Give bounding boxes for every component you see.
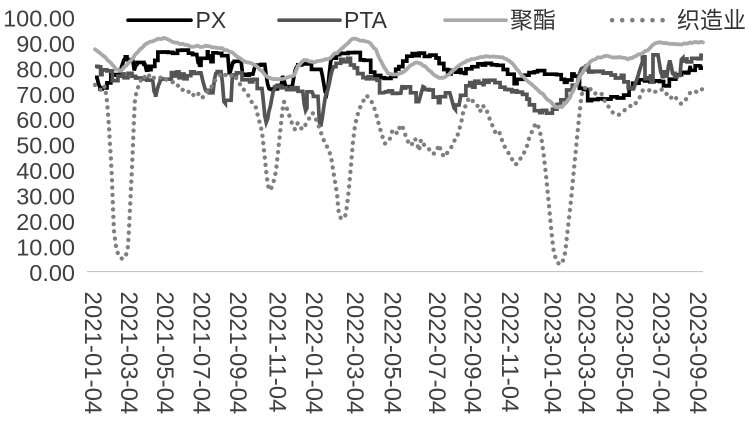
svg-text:2021-05-04: 2021-05-04 [151, 292, 178, 415]
svg-text:2021-11-04: 2021-11-04 [264, 292, 291, 413]
svg-text:2023-05-04: 2023-05-04 [611, 292, 638, 415]
svg-text:2023-01-04: 2023-01-04 [539, 292, 566, 415]
svg-text:PTA: PTA [344, 7, 388, 33]
svg-text:2021-03-04: 2021-03-04 [115, 292, 142, 415]
svg-text:2022-01-04: 2022-01-04 [300, 292, 327, 415]
svg-text:2023-09-04: 2023-09-04 [684, 292, 711, 415]
svg-text:50.00: 50.00 [16, 133, 75, 159]
svg-text:80.00: 80.00 [16, 56, 75, 82]
svg-text:2022-11-04: 2022-11-04 [496, 292, 523, 413]
svg-text:2022-07-04: 2022-07-04 [423, 292, 450, 415]
svg-text:90.00: 90.00 [16, 31, 75, 57]
svg-text:2021-09-04: 2021-09-04 [224, 292, 251, 415]
svg-text:40.00: 40.00 [16, 158, 75, 184]
svg-text:20.00: 20.00 [16, 209, 75, 235]
svg-text:2023-03-04: 2023-03-04 [572, 292, 599, 415]
svg-text:2021-07-04: 2021-07-04 [188, 292, 215, 415]
svg-text:2021-01-04: 2021-01-04 [79, 292, 106, 415]
svg-text:2023-07-04: 2023-07-04 [647, 292, 674, 415]
svg-text:聚酯: 聚酯 [510, 7, 556, 33]
svg-text:PX: PX [196, 7, 227, 33]
svg-text:0.00: 0.00 [29, 260, 75, 286]
svg-text:2022-03-04: 2022-03-04 [341, 292, 368, 415]
svg-text:70.00: 70.00 [16, 82, 75, 108]
svg-text:织造业: 织造业 [677, 7, 746, 33]
svg-text:2022-09-04: 2022-09-04 [459, 292, 486, 415]
svg-text:100.00: 100.00 [3, 6, 75, 32]
svg-text:30.00: 30.00 [16, 184, 75, 210]
svg-text:60.00: 60.00 [16, 107, 75, 133]
svg-text:2022-05-04: 2022-05-04 [378, 292, 405, 415]
svg-text:10.00: 10.00 [16, 234, 75, 260]
